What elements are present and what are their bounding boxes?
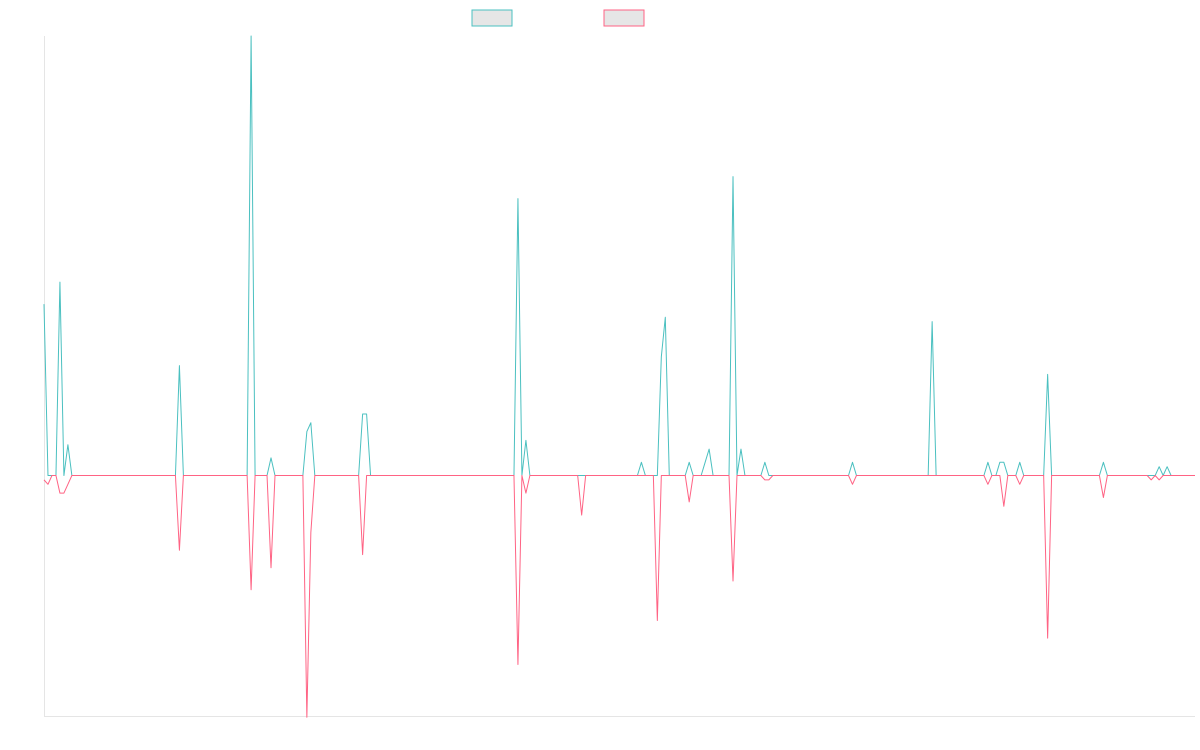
series-line-0 <box>43 35 1195 476</box>
axes <box>44 36 1195 717</box>
legend-swatch-teal[interactable] <box>471 9 513 27</box>
series-line-1 <box>43 475 1195 718</box>
legend <box>471 9 645 27</box>
series-layer <box>43 35 1195 718</box>
legend-swatch-pink[interactable] <box>603 9 645 27</box>
